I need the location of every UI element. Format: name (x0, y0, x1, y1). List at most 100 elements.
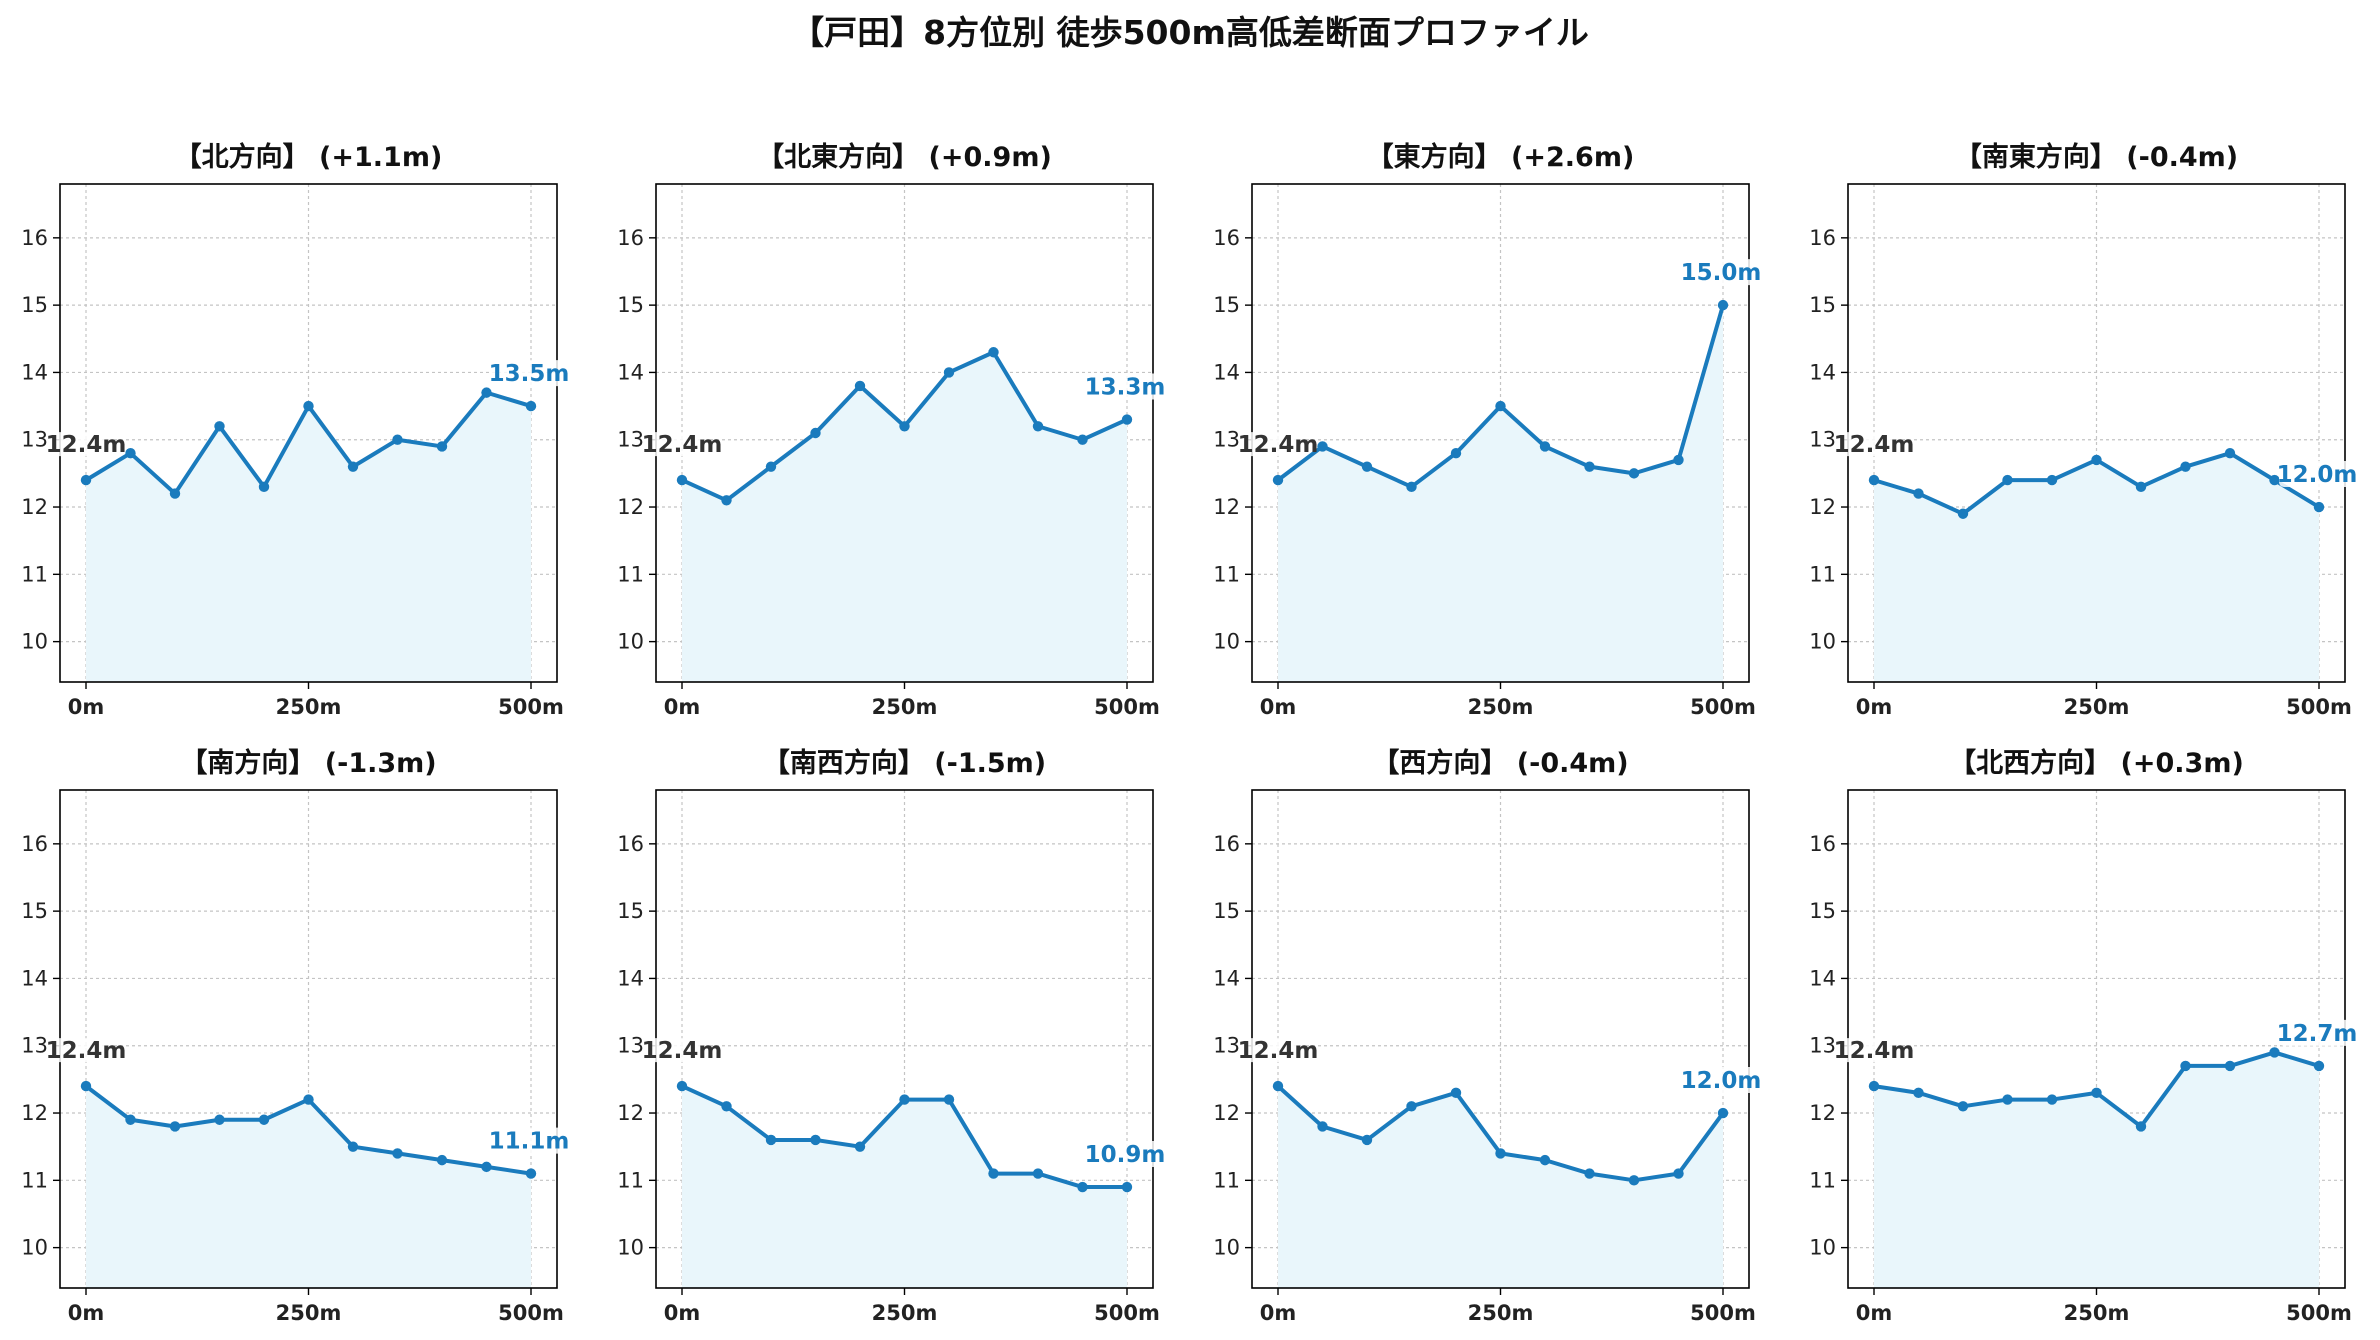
x-tick-label: 250m (1468, 1301, 1534, 1325)
panel-title: 【西方向】 (-0.4m) (1372, 747, 1628, 779)
x-tick-label: 500m (2286, 695, 2352, 719)
y-tick-label: 16 (617, 226, 644, 250)
x-tick-label: 0m (1260, 1301, 1297, 1325)
y-tick-label: 14 (1809, 360, 1836, 384)
data-point (2269, 474, 2280, 486)
y-tick-label: 11 (1213, 562, 1240, 586)
y-tick-label: 16 (21, 832, 48, 856)
data-point (2269, 1047, 2280, 1058)
y-tick-label: 15 (21, 899, 48, 923)
data-point (1317, 1121, 1328, 1132)
x-tick-label: 500m (2286, 1301, 2352, 1325)
data-point (1495, 400, 1506, 412)
start-annotation: 12.4m (1238, 1038, 1319, 1064)
area-fill (1278, 1086, 1723, 1288)
panel-5: 【南方向】 (-1.3m) 10 11 12 13 14 15 16 0m 250m 500m 12.… (21, 747, 569, 1325)
data-point (1913, 1087, 1924, 1099)
data-point (481, 1161, 492, 1173)
data-point (943, 1094, 955, 1105)
x-tick-label: 500m (498, 695, 564, 719)
data-point (1673, 1168, 1684, 1179)
y-tick-label: 12 (1213, 1101, 1240, 1125)
data-point (1406, 481, 1417, 493)
end-value-label: 15.0m (1681, 260, 1762, 286)
y-tick-label: 11 (617, 1168, 644, 1192)
y-tick-label: 11 (1213, 1168, 1240, 1192)
data-point (2002, 1094, 2013, 1105)
data-point (1913, 488, 1924, 499)
panel-title: 【南方向】 (-1.3m) (180, 747, 436, 779)
x-tick-label: 250m (276, 695, 342, 719)
x-tick-label: 0m (1260, 695, 1297, 719)
panel-6: 【南西方向】 (-1.5m) 10 11 12 13 14 15 16 0m 250m 500m 12… (617, 747, 1165, 1325)
panel-1: 【北方向】 (+1.1m) 10 11 12 13 14 15 16 0m 250m 500m 12.… (21, 141, 569, 719)
y-tick-label: 12 (1213, 495, 1240, 519)
data-point (721, 495, 732, 506)
x-tick-label: 0m (1856, 695, 1893, 719)
data-point (1032, 1168, 1044, 1179)
y-tick-label: 13 (21, 1034, 48, 1058)
y-tick-label: 14 (1213, 966, 1240, 990)
start-label-bg (1838, 432, 1902, 457)
x-tick-label: 0m (68, 695, 105, 719)
data-point (1077, 1181, 1088, 1193)
x-tick-label: 250m (872, 1301, 938, 1325)
y-tick-label: 14 (1213, 360, 1240, 384)
end-annotation: 10.9m (1085, 1141, 1165, 1168)
start-annotation: 12.4m (1834, 1038, 1914, 1064)
end-annotation: 13.3m (1085, 373, 1166, 401)
data-point (988, 347, 999, 358)
start-annotation: 12.4m (1834, 432, 1914, 458)
x-tick-label: 250m (276, 1301, 342, 1325)
data-point (2091, 1087, 2102, 1099)
y-tick-label: 13 (1213, 1034, 1240, 1058)
end-label-bg (1087, 1141, 1161, 1168)
y-tick-label: 14 (21, 966, 48, 990)
x-tick-label: 0m (664, 695, 701, 719)
y-tick-label: 16 (1809, 226, 1836, 250)
start-value-label: 12.4m (46, 1038, 127, 1064)
y-tick-label: 12 (617, 495, 644, 519)
data-point (303, 400, 314, 412)
data-point (1717, 1107, 1729, 1119)
y-tick-label: 14 (617, 360, 644, 384)
data-point (2091, 454, 2102, 466)
data-point (1957, 508, 1969, 519)
start-annotation: 12.4m (642, 1038, 723, 1064)
data-point (854, 1141, 866, 1152)
y-tick-label: 10 (1213, 1236, 1240, 1260)
data-point (347, 1141, 359, 1152)
area-fill (682, 1086, 1127, 1288)
data-point (676, 474, 688, 486)
y-tick-label: 13 (21, 428, 48, 452)
area-fill (1874, 453, 2319, 682)
end-annotation: 13.5m (489, 360, 569, 387)
data-point (125, 1114, 136, 1125)
end-value-label: 13.3m (1085, 375, 1166, 401)
data-point (2180, 1060, 2191, 1072)
y-tick-label: 15 (1213, 293, 1240, 317)
data-point (988, 1168, 999, 1179)
data-point (1121, 1181, 1133, 1193)
panel-7: 【西方向】 (-0.4m) 10 11 12 13 14 15 16 0m 250m 500m 12.… (1213, 747, 1761, 1325)
x-tick-label: 500m (1094, 695, 1160, 719)
start-label-bg (646, 1038, 710, 1063)
start-label-bg (1242, 1038, 1306, 1063)
data-point (2135, 481, 2147, 493)
data-point (258, 481, 270, 493)
y-tick-label: 16 (1213, 226, 1240, 250)
data-point (2224, 447, 2236, 459)
x-tick-label: 500m (1094, 1301, 1160, 1325)
data-point (169, 1121, 181, 1132)
y-tick-label: 14 (21, 360, 48, 384)
end-value-label: 11.1m (489, 1129, 570, 1155)
data-point (765, 1134, 777, 1146)
y-tick-label: 16 (21, 226, 48, 250)
y-tick-label: 12 (1809, 1101, 1836, 1125)
y-tick-label: 12 (21, 1101, 48, 1125)
start-value-label: 12.4m (1238, 1038, 1319, 1064)
data-point (1868, 474, 1880, 486)
y-tick-label: 16 (1809, 832, 1836, 856)
data-point (1628, 1175, 1640, 1186)
start-value-label: 12.4m (642, 1038, 723, 1064)
